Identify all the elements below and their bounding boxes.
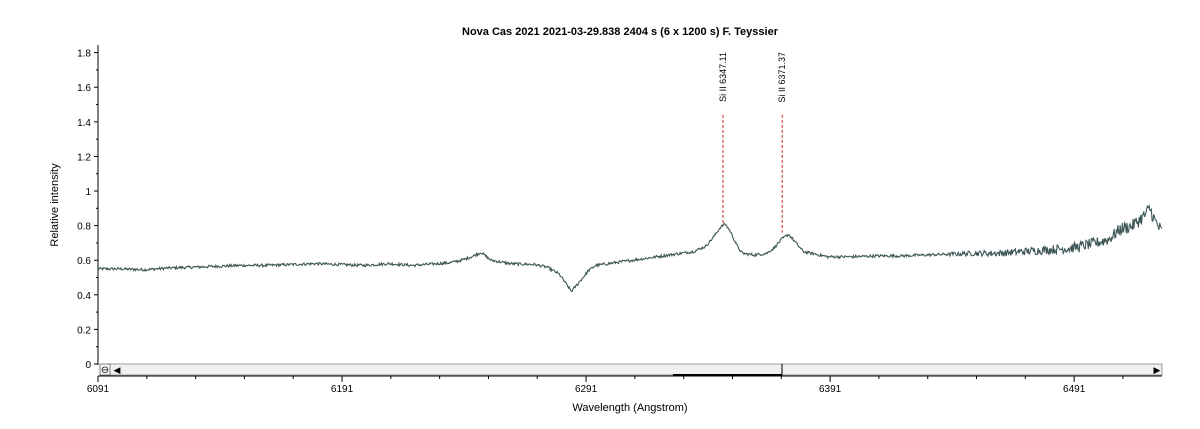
line-markers: Si II 6347.11 Si II 6371.37 <box>718 52 787 233</box>
zoom-out-icon[interactable]: ⊖ <box>101 365 109 376</box>
zoom-button[interactable] <box>99 363 111 376</box>
x-tick-label: 6391 <box>819 384 842 395</box>
y-axis-label: Relative intensity <box>49 163 61 247</box>
y-tick-label: 1.4 <box>77 118 91 129</box>
y-tick-label: 1.8 <box>77 49 91 60</box>
y-tick-label: 1 <box>85 187 91 198</box>
spectrum-line <box>97 204 1163 292</box>
y-tick-label: 0.2 <box>77 325 91 336</box>
scrollbar-track[interactable] <box>107 363 1163 376</box>
y-ticks: 0 0.2 0.4 0.6 0.8 1 1.2 1.4 1.6 1.8 <box>77 49 98 371</box>
line-marker-label: Si II 6347.11 <box>718 52 728 102</box>
y-tick-label: 0.8 <box>77 222 91 233</box>
x-tick-label: 6191 <box>331 384 354 395</box>
scroll-right-icon[interactable]: ▶ <box>1154 365 1161 375</box>
line-marker-label: Si II 6371.37 <box>777 52 787 103</box>
y-tick-label: 1.6 <box>77 83 91 94</box>
y-tick-label: 0 <box>85 360 91 371</box>
x-tick-label: 6091 <box>87 384 110 395</box>
y-tick-label: 1.2 <box>77 152 91 163</box>
x-tick-label: 6291 <box>575 384 598 395</box>
chart-title: Nova Cas 2021 2021-03-29.838 2404 s (6 x… <box>462 26 779 38</box>
x-ticks: 6091 6191 6291 6391 6491 <box>87 376 1124 395</box>
scroll-left-icon[interactable]: ◀ <box>114 365 121 375</box>
y-tick-label: 0.4 <box>77 291 91 302</box>
x-tick-label: 6491 <box>1063 384 1086 395</box>
horizontal-scrollbar[interactable]: ⊖ ◀ ▶ <box>99 363 1163 376</box>
y-tick-label: 0.6 <box>77 256 91 267</box>
x-axis-label: Wavelength (Angstrom) <box>572 402 687 414</box>
